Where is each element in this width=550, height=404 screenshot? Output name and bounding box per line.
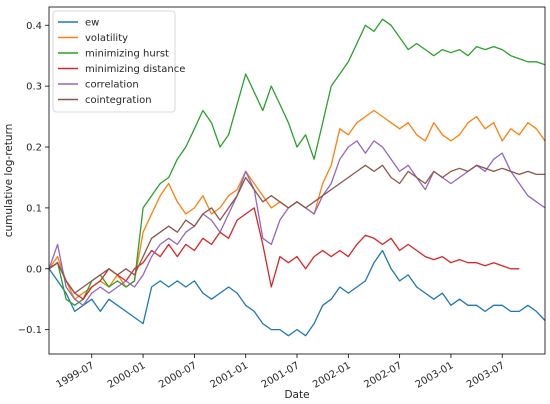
series-line-0 [48, 249, 546, 337]
series-layer [48, 18, 546, 337]
legend-label-4: correlation [85, 80, 139, 91]
y-tick-label: 0.0 [26, 264, 42, 275]
series-line-5 [48, 164, 545, 294]
series-line-3 [48, 207, 520, 300]
legend-label-5: cointegration [85, 95, 152, 106]
legend-label-0: ew [85, 18, 99, 29]
y-axis-label: cumulative log-return [3, 124, 15, 238]
y-axis: −0.1 0.0 0.1 0.2 0.3 0.4 [18, 21, 49, 336]
legend-box [52, 10, 176, 113]
series-line-2 [48, 18, 546, 306]
legend-label-1: volatility [85, 33, 128, 44]
x-axis-label: Date [284, 389, 309, 401]
y-tick-label: 0.1 [26, 203, 42, 214]
y-tick-label: −0.1 [18, 325, 42, 336]
y-tick-label: 0.3 [26, 82, 42, 93]
legend-label-2: minimizing hurst [85, 49, 169, 60]
legend: ew volatility minimizing hurst minimizing d… [52, 10, 185, 113]
legend-label-3: minimizing distance [85, 64, 185, 75]
y-tick-label: 0.4 [26, 21, 42, 32]
y-tick-label: 0.2 [26, 143, 42, 154]
